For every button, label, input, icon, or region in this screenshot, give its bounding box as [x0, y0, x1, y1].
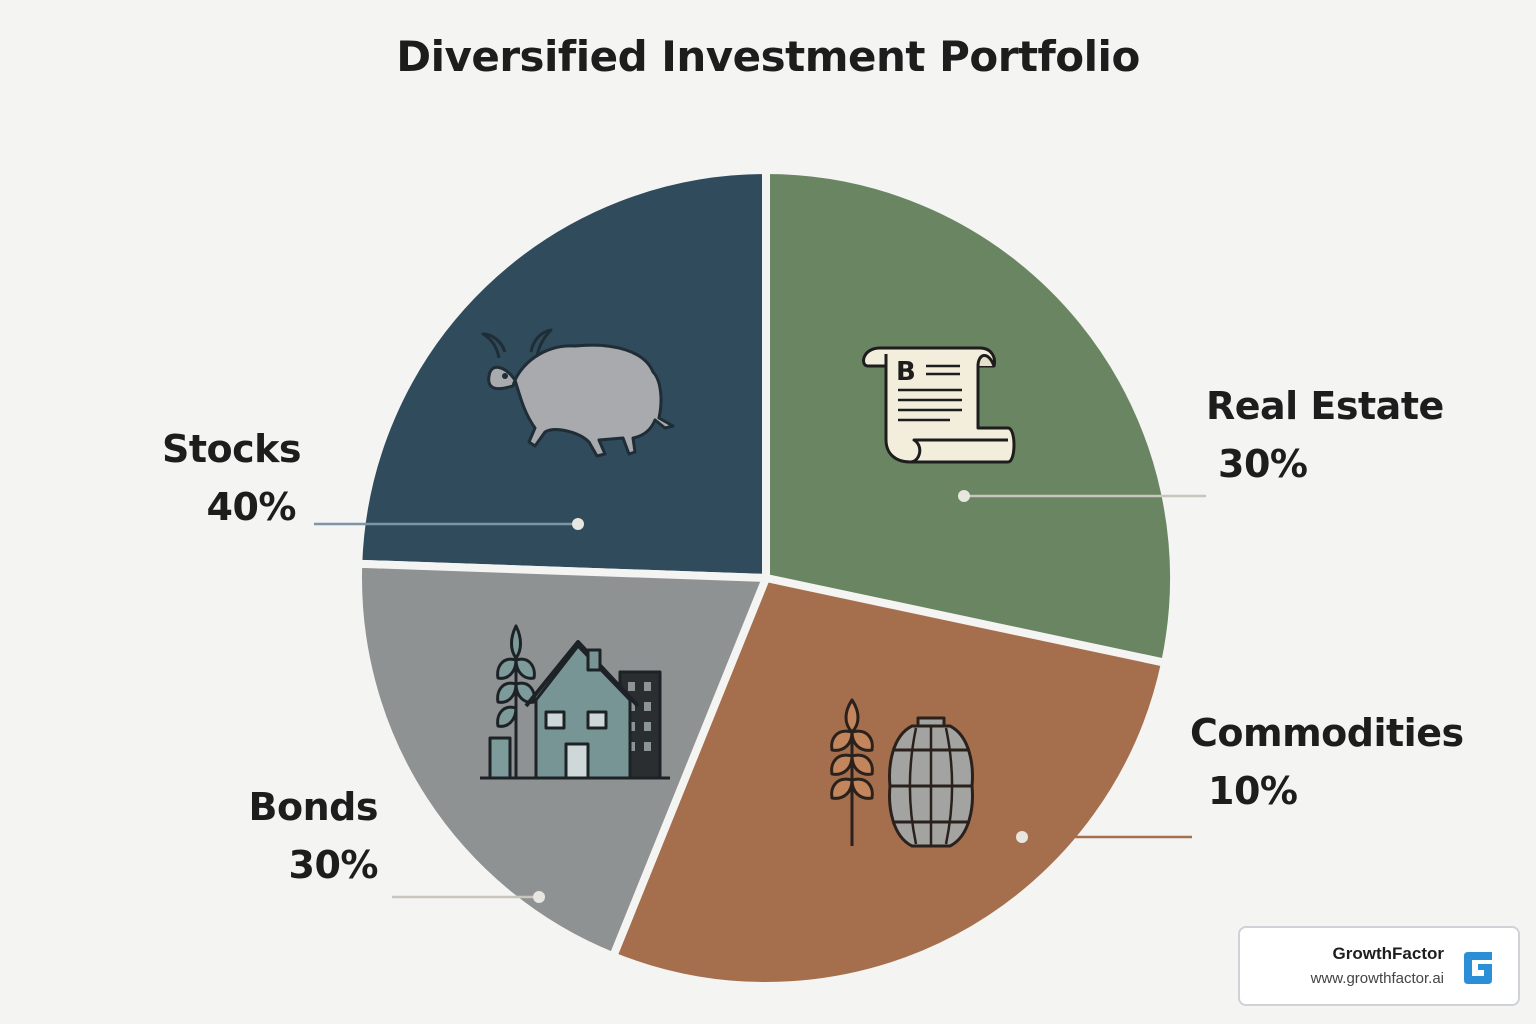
leader-dot-real-estate	[958, 490, 970, 502]
brand-url[interactable]: www.growthfactor.ai	[1310, 970, 1444, 987]
slice-label-value: 40%	[206, 485, 297, 529]
slice-label-value: 10%	[1208, 769, 1298, 813]
leader-dot-bonds	[533, 891, 545, 903]
slice-label-name: Bonds	[248, 785, 379, 829]
chart-title: Diversified Investment Portfolio	[396, 32, 1140, 81]
slice-label-value: 30%	[288, 843, 379, 887]
slice-label-name: Stocks	[162, 427, 302, 471]
leader-dot-commodities	[1016, 831, 1028, 843]
bond-scroll-icon: B	[862, 346, 1016, 464]
growthfactor-logo-icon	[1464, 952, 1492, 984]
slice-label-commodities: Commodities 10%	[1190, 704, 1464, 820]
svg-text:B: B	[896, 357, 916, 387]
bull-icon	[481, 328, 675, 458]
leader-dot-stocks	[572, 518, 584, 530]
slice-label-name: Real Estate	[1206, 384, 1444, 428]
brand-name: GrowthFactor	[1332, 944, 1444, 963]
slice-label-stocks: Stocks 40%	[162, 420, 302, 536]
slice-label-name: Commodities	[1190, 711, 1464, 755]
slice-label-bonds: Bonds 30%	[200, 778, 379, 894]
house-buildings-icon	[480, 624, 670, 780]
slice-label-real-estate: Real Estate 30%	[1206, 377, 1444, 493]
brand-badge[interactable]: GrowthFactor www.growthfactor.ai	[1238, 926, 1520, 1006]
wheat-barrel-icon	[830, 698, 974, 848]
slice-label-value: 30%	[1218, 442, 1308, 486]
